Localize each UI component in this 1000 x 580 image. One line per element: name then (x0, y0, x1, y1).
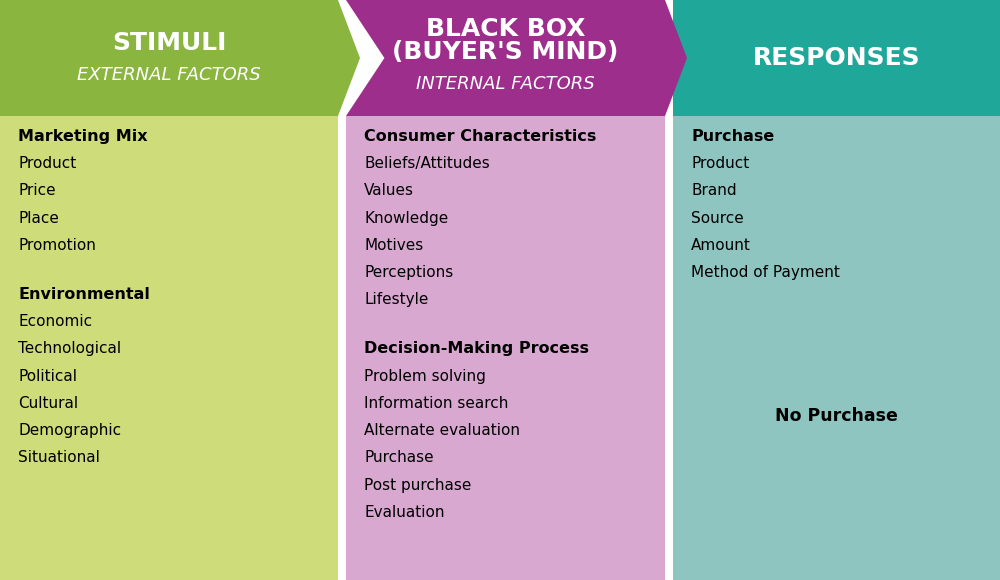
Text: Lifestyle: Lifestyle (364, 292, 428, 307)
Text: Problem solving: Problem solving (364, 369, 486, 383)
Text: Source: Source (691, 211, 744, 226)
Text: Motives: Motives (364, 238, 423, 253)
Text: Knowledge: Knowledge (364, 211, 448, 226)
Text: Situational: Situational (18, 451, 100, 465)
Text: INTERNAL FACTORS: INTERNAL FACTORS (416, 75, 595, 93)
Text: Information search: Information search (364, 396, 508, 411)
Text: Post purchase: Post purchase (364, 478, 471, 492)
FancyBboxPatch shape (673, 116, 1000, 580)
Text: Marketing Mix: Marketing Mix (18, 129, 148, 144)
Text: Alternate evaluation: Alternate evaluation (364, 423, 520, 438)
Polygon shape (346, 0, 687, 116)
Text: Place: Place (18, 211, 59, 226)
Text: Cultural: Cultural (18, 396, 78, 411)
Text: Evaluation: Evaluation (364, 505, 445, 520)
Text: Product: Product (691, 156, 749, 171)
Text: Purchase: Purchase (691, 129, 774, 144)
Text: Political: Political (18, 369, 77, 383)
Text: No Purchase: No Purchase (775, 407, 898, 425)
Text: Method of Payment: Method of Payment (691, 265, 840, 280)
FancyBboxPatch shape (0, 116, 338, 580)
Text: Technological: Technological (18, 342, 121, 356)
Text: Brand: Brand (691, 183, 737, 198)
Text: Perceptions: Perceptions (364, 265, 453, 280)
Text: EXTERNAL FACTORS: EXTERNAL FACTORS (77, 66, 261, 85)
Text: Decision-Making Process: Decision-Making Process (364, 342, 589, 356)
Text: Demographic: Demographic (18, 423, 121, 438)
Text: Values: Values (364, 183, 414, 198)
Text: Beliefs/Attitudes: Beliefs/Attitudes (364, 156, 490, 171)
Text: Environmental: Environmental (18, 287, 150, 302)
Text: BLACK BOX: BLACK BOX (426, 17, 585, 41)
Text: Economic: Economic (18, 314, 92, 329)
Text: RESPONSES: RESPONSES (753, 46, 920, 70)
FancyBboxPatch shape (346, 116, 665, 580)
Text: (BUYER'S MIND): (BUYER'S MIND) (392, 40, 619, 64)
Text: Consumer Characteristics: Consumer Characteristics (364, 129, 596, 144)
Text: Product: Product (18, 156, 76, 171)
Polygon shape (0, 0, 360, 116)
Text: STIMULI: STIMULI (112, 31, 226, 56)
Text: Price: Price (18, 183, 56, 198)
Text: Amount: Amount (691, 238, 751, 253)
FancyBboxPatch shape (673, 0, 1000, 116)
Text: Promotion: Promotion (18, 238, 96, 253)
Text: Purchase: Purchase (364, 451, 434, 465)
